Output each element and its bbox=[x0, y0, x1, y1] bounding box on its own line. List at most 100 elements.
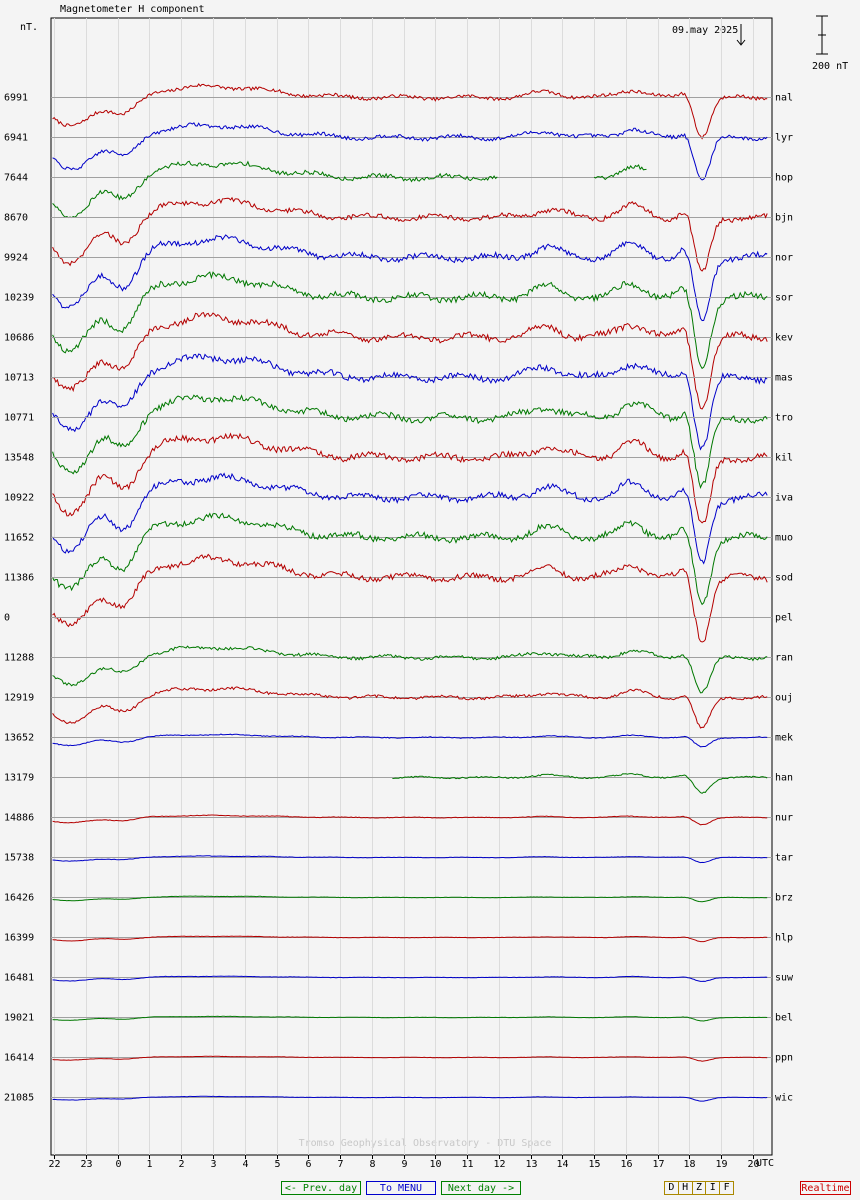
station-trace-sor bbox=[52, 271, 768, 370]
station-code-label: pel bbox=[775, 613, 793, 624]
x-tick-label: 19 bbox=[715, 1159, 727, 1170]
x-tick-label: 10 bbox=[429, 1159, 441, 1170]
station-code-label: brz bbox=[775, 893, 793, 904]
station-baseline-value: 13548 bbox=[4, 453, 34, 464]
station-trace-mas bbox=[52, 353, 768, 451]
date-label: 09.may 2025 bbox=[672, 25, 738, 36]
realtime-button[interactable]: Realtime bbox=[800, 1181, 851, 1195]
x-tick-label: 17 bbox=[652, 1159, 664, 1170]
station-trace-sod bbox=[52, 553, 768, 643]
station-code-label: nur bbox=[775, 813, 793, 824]
station-baseline-value: 16399 bbox=[4, 933, 34, 944]
station-code-label: hop bbox=[775, 173, 793, 184]
station-trace-kev bbox=[52, 311, 768, 410]
station-trace-muo bbox=[52, 512, 768, 606]
station-code-label: han bbox=[775, 773, 793, 784]
to-menu-button[interactable]: To MENU bbox=[366, 1181, 436, 1195]
station-trace-lyr bbox=[52, 122, 768, 181]
station-code-label: kil bbox=[775, 453, 793, 464]
component-i-button[interactable]: I bbox=[706, 1182, 721, 1194]
station-baseline-value: 15738 bbox=[4, 853, 34, 864]
station-baseline-value: 13652 bbox=[4, 733, 34, 744]
station-code-label: sod bbox=[775, 573, 793, 584]
station-baseline-value: 10771 bbox=[4, 413, 34, 424]
station-code-label: wic bbox=[775, 1093, 793, 1104]
station-trace-ran bbox=[52, 645, 768, 694]
x-tick-label: 18 bbox=[683, 1159, 695, 1170]
plot-frame bbox=[50, 17, 773, 1156]
component-d-button[interactable]: D bbox=[665, 1182, 679, 1194]
station-baseline-value: 10713 bbox=[4, 373, 34, 384]
x-tick-label: 20 bbox=[747, 1159, 759, 1170]
station-code-label: lyr bbox=[775, 133, 793, 144]
station-baseline-value: 10686 bbox=[4, 333, 34, 344]
station-baseline-value: 6991 bbox=[4, 93, 28, 104]
station-trace-hlp bbox=[52, 935, 768, 943]
station-trace-han bbox=[392, 773, 768, 794]
station-trace-kil bbox=[52, 432, 768, 524]
station-baseline-value: 21085 bbox=[4, 1093, 34, 1104]
next-day-button[interactable]: Next day -> bbox=[441, 1181, 521, 1195]
station-code-label: sor bbox=[775, 293, 793, 304]
station-trace-hop bbox=[52, 160, 647, 219]
x-tick-label: 12 bbox=[493, 1159, 505, 1170]
station-code-label: suw bbox=[775, 973, 794, 984]
station-baseline-value: 11288 bbox=[4, 653, 34, 664]
station-trace-nal bbox=[52, 83, 768, 140]
station-code-label: nor bbox=[775, 253, 793, 264]
x-tick-label: 16 bbox=[620, 1159, 632, 1170]
station-baseline-value: 16414 bbox=[4, 1053, 34, 1064]
station-code-label: mas bbox=[775, 373, 793, 384]
x-tick-label: 14 bbox=[556, 1159, 568, 1170]
x-tick-label: 0 bbox=[115, 1159, 121, 1170]
component-f-button[interactable]: F bbox=[723, 1182, 730, 1193]
station-code-label: bel bbox=[775, 1013, 793, 1024]
date-arrow-head-icon bbox=[736, 39, 746, 46]
station-baseline-value: 11386 bbox=[4, 573, 34, 584]
station-code-label: bjn bbox=[775, 213, 793, 224]
station-trace-bel bbox=[52, 1015, 768, 1022]
station-code-label: iva bbox=[775, 493, 793, 504]
station-baseline-value: 11652 bbox=[4, 533, 34, 544]
station-code-label: tar bbox=[775, 853, 793, 864]
station-code-label: kev bbox=[775, 333, 793, 344]
x-tick-label: 8 bbox=[369, 1159, 375, 1170]
station-baseline-value: 12919 bbox=[4, 693, 34, 704]
x-tick-label: 1 bbox=[146, 1159, 152, 1170]
component-h-button[interactable]: H bbox=[679, 1182, 693, 1194]
station-baseline-value: 13179 bbox=[4, 773, 34, 784]
x-tick-label: 6 bbox=[305, 1159, 311, 1170]
station-baseline-value: 7644 bbox=[4, 173, 28, 184]
station-baseline-value: 9924 bbox=[4, 253, 28, 264]
x-tick-label: 13 bbox=[525, 1159, 537, 1170]
x-axis-label: UTC bbox=[756, 1158, 774, 1169]
prev-day-button[interactable]: <- Prev. day bbox=[281, 1181, 361, 1195]
x-tick-label: 4 bbox=[242, 1159, 248, 1170]
station-code-label: tro bbox=[775, 413, 793, 424]
station-baseline-value: 14886 bbox=[4, 813, 34, 824]
station-baseline-value: 0 bbox=[4, 613, 10, 624]
x-tick-label: 11 bbox=[461, 1159, 473, 1170]
x-tick-label: 7 bbox=[337, 1159, 343, 1170]
unit-label: nT. bbox=[20, 22, 38, 33]
station-baseline-value: 8670 bbox=[4, 213, 28, 224]
x-tick-label: 9 bbox=[401, 1159, 407, 1170]
station-code-label: hlp bbox=[775, 933, 793, 944]
station-code-label: muo bbox=[775, 533, 793, 544]
station-trace-iva bbox=[52, 472, 768, 565]
station-trace-ppn bbox=[52, 1055, 768, 1062]
component-z-button[interactable]: Z bbox=[693, 1182, 707, 1194]
station-trace-bjn bbox=[52, 196, 768, 272]
x-tick-label: 23 bbox=[80, 1159, 92, 1170]
station-trace-wic bbox=[52, 1095, 768, 1102]
scale-label: 200 nT bbox=[812, 61, 848, 72]
station-baseline-value: 19021 bbox=[4, 1013, 34, 1024]
chart-title: Magnetometer H component bbox=[60, 4, 205, 15]
credit-watermark: Tromso Geophysical Observatory - DTU Spa… bbox=[299, 1138, 552, 1149]
station-code-label: ppn bbox=[775, 1053, 793, 1064]
component-selector: D H Z I F bbox=[664, 1181, 734, 1195]
station-baseline-value: 10922 bbox=[4, 493, 34, 504]
station-baseline-value: 10239 bbox=[4, 293, 34, 304]
station-baseline-value: 16426 bbox=[4, 893, 34, 904]
